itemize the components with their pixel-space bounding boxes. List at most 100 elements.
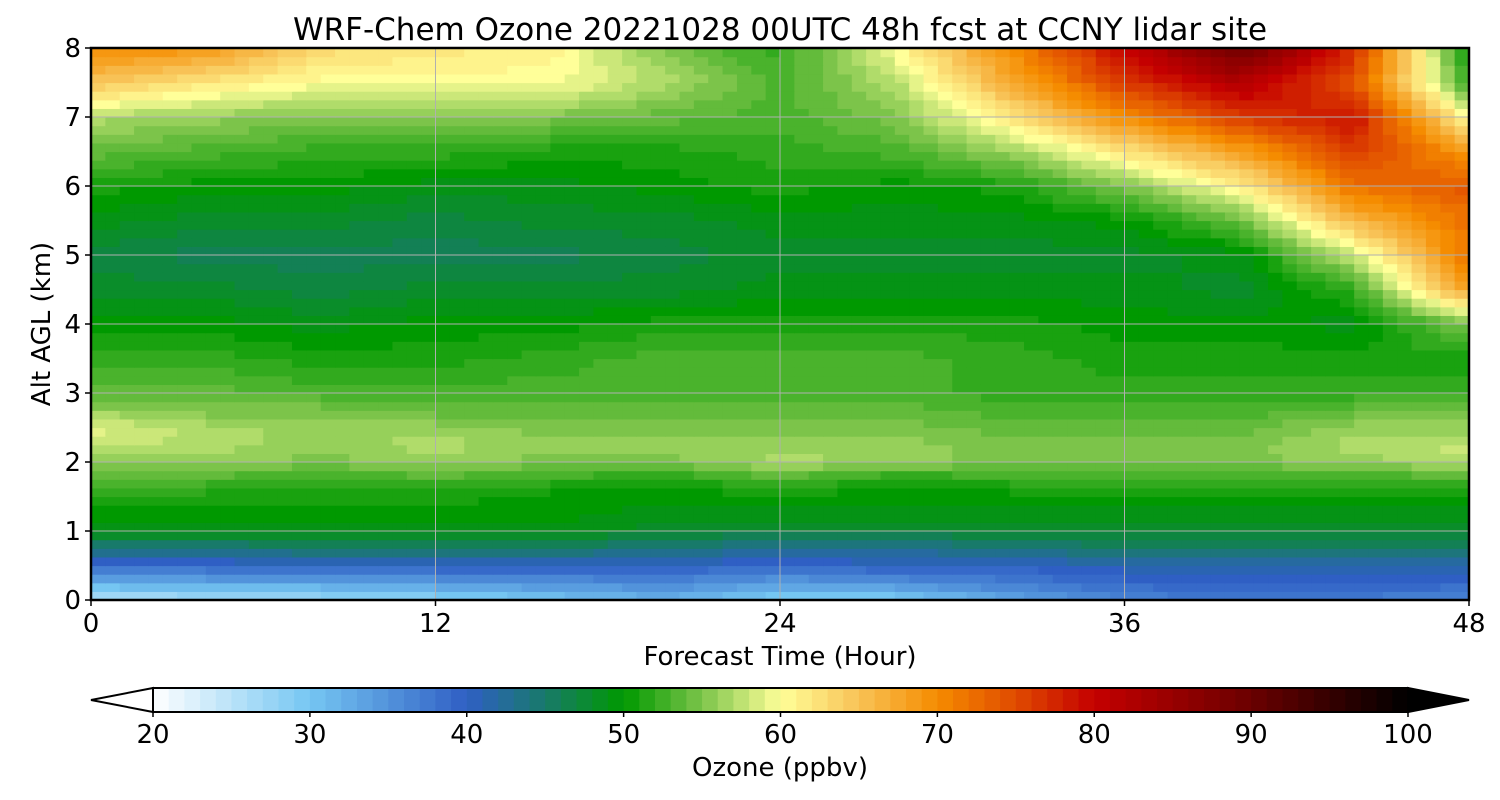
heatmap-cell [1268,289,1283,299]
heatmap-cell [808,462,824,472]
heatmap-cell [234,487,250,498]
heatmap-cell [1210,401,1226,411]
heatmap-cell [808,272,824,282]
heatmap-cell [1454,436,1470,446]
heatmap-cell [579,263,594,273]
heatmap-cell [894,410,910,420]
heatmap-cell [1210,255,1226,265]
heatmap-cell [1038,229,1054,239]
heatmap-cell [607,574,623,584]
heatmap-cell [780,186,795,196]
heatmap-cell [1325,289,1341,299]
heatmap-cell [435,367,451,377]
heatmap-cell [1454,496,1470,506]
heatmap-cell [980,574,996,584]
heatmap-cell [980,479,996,489]
heatmap-cell [1354,410,1370,420]
heatmap-cell [1325,513,1341,523]
heatmap-cell [909,186,925,196]
heatmap-cell [966,367,982,377]
heatmap-cell [636,237,652,247]
heatmap-cell [1167,487,1183,498]
heatmap-cell [1325,220,1341,230]
heatmap-cell [478,470,494,480]
heatmap-cell [722,160,738,170]
heatmap-cell [1311,246,1327,256]
heatmap-cell [464,177,480,187]
heatmap-cell [808,582,824,592]
heatmap-cell [1024,401,1039,411]
heatmap-cell [650,462,666,472]
heatmap-cell [349,513,365,523]
heatmap-cell [435,453,451,463]
heatmap-cell [880,548,896,558]
heatmap-cell [421,246,437,256]
heatmap-cell [722,186,738,196]
heatmap-cell [277,401,293,411]
heatmap-cell [162,289,178,299]
heatmap-cell [191,306,207,316]
heatmap-cell [1382,160,1398,170]
heatmap-cell [1167,531,1183,541]
heatmap-cell [952,462,968,472]
heatmap-cell [220,349,236,360]
heatmap-cell [1425,574,1441,584]
heatmap-cell [1153,367,1169,377]
heatmap-cell [837,401,853,411]
heatmap-cell [1253,375,1269,385]
heatmap-cell [177,324,193,334]
heatmap-cell [119,436,135,446]
heatmap-cell [1153,177,1169,187]
heatmap-cell [550,177,566,187]
heatmap-cell [866,246,882,256]
heatmap-cell [478,453,494,463]
heatmap-cell [134,220,150,230]
heatmap-cell [1038,444,1054,454]
heatmap-cell [435,410,451,420]
heatmap-cell [435,151,451,161]
heatmap-cell [794,332,810,342]
heatmap-cell [823,298,839,308]
heatmap-cell [1268,410,1283,420]
heatmap-cell [1440,539,1456,549]
heatmap-cell [335,272,350,282]
heatmap-cell [435,574,451,584]
heatmap-cell [478,315,494,325]
heatmap-cell [808,393,824,403]
heatmap-cell [722,582,738,592]
heatmap-cell [636,522,652,532]
heatmap-cell [234,298,250,308]
heatmap-cell [693,229,709,239]
heatmap-cell [162,582,178,592]
heatmap-cell [1382,582,1398,592]
heatmap-cell [851,487,867,498]
heatmap-cell [1181,513,1197,523]
heatmap-cell [909,263,925,273]
heatmap-cell [378,367,394,377]
heatmap-cell [550,358,566,368]
heatmap-cell [937,255,953,265]
heatmap-cell [1325,410,1341,420]
heatmap-cell [1282,229,1298,239]
heatmap-cell [937,591,953,601]
heatmap-cell [579,151,594,161]
heatmap-cell [823,453,839,463]
heatmap-cell [263,246,279,256]
heatmap-cell [966,358,982,368]
heatmap-cell [751,410,767,420]
heatmap-cell [478,531,494,541]
heatmap-cell [1196,203,1212,213]
heatmap-cell [205,272,221,282]
heatmap-cell [492,332,508,342]
heatmap-cell [277,565,293,575]
heatmap-cell [1411,160,1427,170]
heatmap-cell [607,565,623,575]
heatmap-cell [1110,280,1126,291]
heatmap-cell [1095,341,1111,351]
heatmap-cell [1196,444,1212,454]
heatmap-cell [248,470,264,480]
heatmap-cell [693,591,709,601]
heatmap-cell [736,591,752,601]
heatmap-cell [205,393,221,403]
heatmap-cell [952,418,968,429]
